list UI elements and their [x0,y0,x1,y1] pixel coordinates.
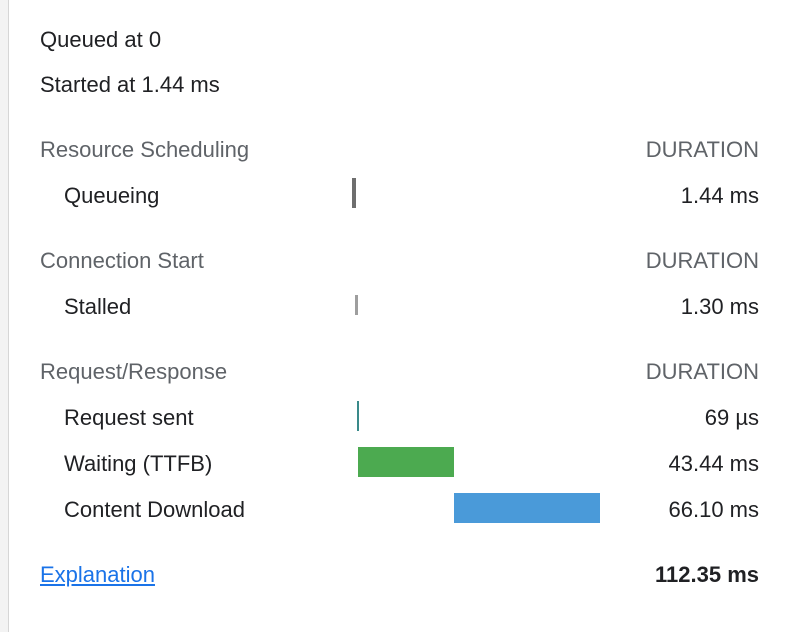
section-title-connection-start: Connection Start [40,248,204,273]
section-duration-header: DURATION [645,359,759,384]
section-duration-header: DURATION [645,137,759,162]
row-label-request-sent: Request sent [64,405,194,430]
row-label-queueing: Queueing [64,183,160,208]
row-value-content-download: 66.10 ms [668,497,760,522]
timing-bar-waiting-ttfb [358,447,454,477]
row-value-request-sent: 69 µs [704,405,759,430]
section-title-request-response: Request/Response [40,359,228,384]
row-label-stalled: Stalled [64,294,132,319]
row-value-waiting-ttfb: 43.44 ms [668,451,760,476]
timing-bar-stalled [355,295,358,315]
section-duration-header: DURATION [645,248,759,273]
row-label-content-download: Content Download [64,497,246,522]
row-value-stalled: 1.30 ms [680,294,759,319]
total-duration: 112.35 ms [655,562,759,587]
section-title-resource-scheduling: Resource Scheduling [40,137,250,162]
timing-bar-request-sent [357,401,359,431]
timing-panel: Queued at 0 Started at 1.44 ms Resource … [8,0,794,632]
row-value-queueing: 1.44 ms [680,183,759,208]
queued-at-text: Queued at 0 [40,27,162,52]
row-label-waiting-ttfb: Waiting (TTFB) [64,451,213,476]
explanation-link[interactable]: Explanation [40,562,155,587]
started-at-text: Started at 1.44 ms [40,72,220,97]
timing-bar-content-download [454,493,600,523]
timing-bar-queueing [352,178,356,208]
